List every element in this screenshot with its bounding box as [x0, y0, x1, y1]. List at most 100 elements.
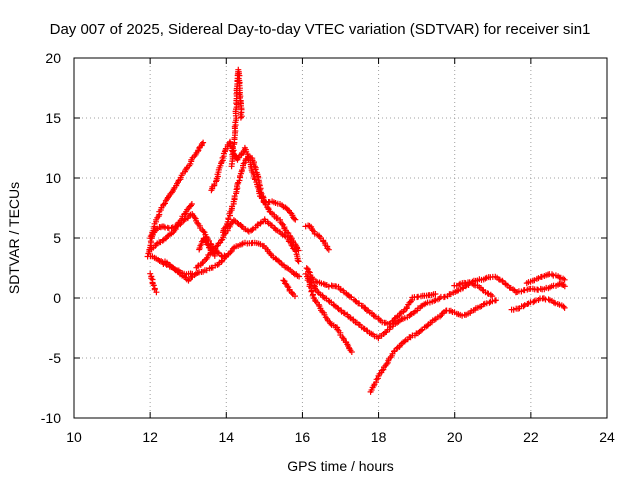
data-point — [162, 200, 168, 207]
data-point — [480, 301, 487, 308]
data-point — [292, 216, 299, 223]
data-point — [560, 282, 567, 288]
data-point — [229, 245, 236, 252]
data-point — [418, 327, 424, 334]
data-point — [296, 273, 303, 280]
data-point — [288, 289, 295, 296]
y-tick-label: -10 — [41, 410, 61, 426]
data-point — [290, 270, 297, 277]
data-point — [204, 241, 211, 248]
data-point — [303, 265, 310, 272]
series-arc-10 — [220, 153, 302, 254]
series-arc-17 — [302, 270, 355, 355]
series-arc-8 — [196, 235, 218, 259]
x-tick-label: 24 — [599, 429, 615, 445]
data-point — [431, 297, 438, 304]
data-point — [334, 304, 341, 311]
ticks: 10 12 14 16 18 20 22 24 -10 -5 0 5 10 15 20 — [41, 50, 615, 445]
y-tick-label: 0 — [53, 290, 61, 306]
data-point — [213, 178, 219, 185]
series-arc-3 — [146, 201, 195, 253]
data-point — [549, 271, 555, 278]
y-tick-label: 5 — [53, 230, 61, 246]
series-arc-21 — [523, 271, 568, 287]
data-point — [295, 258, 302, 265]
x-tick-label: 18 — [371, 429, 387, 445]
data-point — [456, 281, 463, 288]
data-point — [191, 214, 198, 221]
data-point — [482, 275, 489, 282]
x-tick-label: 14 — [218, 429, 234, 445]
y-axis-label: SDTVAR / TECUs — [6, 182, 22, 294]
data-point — [249, 226, 256, 233]
data-point — [294, 257, 301, 264]
x-tick-label: 12 — [142, 429, 158, 445]
data-point — [238, 241, 245, 248]
y-tick-label: 10 — [45, 170, 61, 186]
data-point — [252, 166, 259, 173]
data-point — [204, 254, 211, 261]
series-arc-15 — [303, 265, 439, 327]
data-point — [218, 258, 225, 265]
data-point — [424, 322, 431, 329]
data-point — [347, 314, 353, 321]
data-point — [432, 291, 439, 297]
data-layer — [144, 66, 568, 395]
data-point — [194, 219, 201, 226]
data-point — [561, 276, 568, 283]
data-point — [227, 249, 234, 256]
data-point — [401, 338, 408, 345]
data-point — [234, 219, 241, 226]
data-point — [235, 154, 242, 161]
data-point — [281, 232, 288, 239]
data-point — [183, 165, 190, 172]
data-point — [493, 297, 499, 304]
data-point — [561, 304, 568, 311]
data-point — [153, 289, 160, 296]
x-tick-label: 20 — [447, 429, 463, 445]
series-arc-16 — [307, 276, 496, 342]
data-point — [274, 257, 281, 264]
data-point — [437, 313, 443, 320]
data-point — [383, 361, 390, 367]
series-arc-19 — [451, 273, 568, 296]
data-point — [199, 260, 206, 267]
data-point — [337, 285, 344, 292]
data-point — [150, 282, 157, 289]
x-tick-label: 16 — [295, 429, 311, 445]
data-point — [348, 349, 355, 355]
data-point — [160, 223, 167, 230]
data-point — [200, 228, 207, 235]
grid — [74, 58, 607, 418]
data-point — [162, 260, 169, 267]
series-arc-18 — [367, 297, 499, 395]
series-arc-20 — [508, 295, 568, 313]
data-point — [237, 114, 244, 121]
series-arc-1 — [144, 139, 207, 260]
data-point — [148, 275, 155, 282]
series-arc-13 — [280, 277, 298, 300]
data-point — [295, 247, 302, 254]
data-point — [147, 270, 154, 277]
series-arc-4 — [147, 270, 160, 296]
data-point — [188, 201, 195, 207]
x-tick-label: 10 — [66, 429, 82, 445]
data-point — [545, 296, 552, 303]
data-point — [159, 237, 166, 244]
data-point — [325, 246, 332, 253]
data-point — [489, 293, 496, 300]
series-arc-12 — [261, 198, 299, 223]
data-point — [284, 229, 290, 236]
data-point — [203, 256, 210, 262]
series-arc-11 — [228, 66, 245, 170]
y-tick-label: 15 — [45, 110, 61, 126]
series-arc-14 — [302, 222, 332, 253]
x-tick-label: 22 — [523, 429, 539, 445]
data-point — [211, 252, 218, 259]
x-axis-label: GPS time / hours — [287, 458, 394, 474]
data-point — [441, 293, 448, 300]
y-tick-label: -5 — [49, 350, 62, 366]
data-point — [278, 220, 285, 227]
series-arc-6 — [147, 239, 303, 284]
